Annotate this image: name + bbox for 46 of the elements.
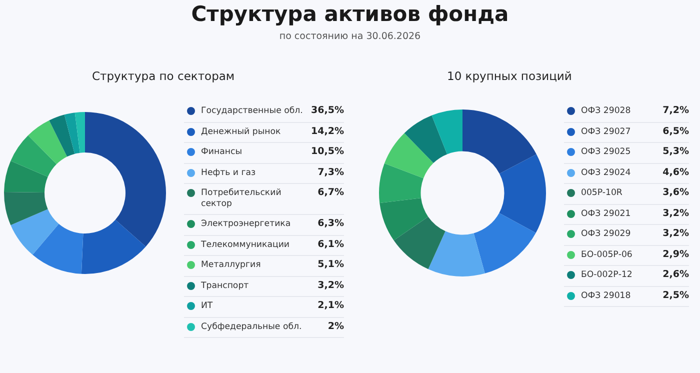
data-label: 3,2% bbox=[316, 280, 344, 291]
data-label: 2,6% bbox=[662, 269, 689, 280]
legend-label: Нефть и газ bbox=[201, 168, 257, 178]
legend-label: ОФЗ 29027 bbox=[581, 126, 632, 137]
chart-title: Структура по секторам bbox=[92, 69, 235, 83]
data-label: 7,2% bbox=[662, 105, 689, 116]
legend-label: ОФЗ 29021 bbox=[581, 208, 632, 219]
legend-label: Государственные обл. bbox=[201, 106, 304, 116]
legend-label: Финансы bbox=[201, 147, 243, 158]
legend-label: Электроэнергетика bbox=[201, 219, 292, 230]
data-label: 6,7% bbox=[316, 187, 344, 198]
data-label: 5,3% bbox=[662, 146, 689, 158]
chart-title: 10 крупных позиций bbox=[447, 69, 572, 83]
data-label: 6,3% bbox=[316, 218, 344, 230]
data-label: 2,9% bbox=[662, 248, 689, 260]
data-label: 10,5% bbox=[310, 146, 344, 158]
legend-label: 005P-10R bbox=[581, 188, 624, 198]
text: Структура активов фонда bbox=[190, 2, 510, 26]
legend-label: ОФЗ 29018 bbox=[581, 290, 632, 301]
legend-label: Телекоммуникации bbox=[201, 240, 290, 250]
legend-label: Денежный рынок bbox=[201, 126, 282, 137]
legend-label: ИТ bbox=[201, 301, 214, 312]
data-label: 7,3% bbox=[316, 166, 344, 178]
data-label: 3,6% bbox=[662, 187, 689, 198]
legend-label: Субфедеральные обл. bbox=[201, 322, 303, 332]
data-label: 3,2% bbox=[662, 208, 689, 219]
legend-label: Металлургия bbox=[201, 260, 262, 270]
data-label: 2% bbox=[326, 320, 344, 332]
legend-label: БО-005Р-06 bbox=[581, 250, 634, 260]
legend-label: ОФЗ 29024 bbox=[581, 168, 632, 178]
data-label: 6,1% bbox=[316, 238, 344, 250]
data-label: 2,1% bbox=[316, 300, 344, 312]
legend-label: ОФЗ 29025 bbox=[581, 147, 632, 158]
data-label: 36,5% bbox=[310, 105, 344, 116]
legend-label: ОФЗ 29029 bbox=[581, 229, 632, 240]
legend-label: ОФЗ 29028 bbox=[581, 106, 632, 116]
legend-label: Потребительский сектор bbox=[201, 188, 282, 209]
text: по состоянию на 30.06.2026 bbox=[278, 31, 422, 42]
data-label: 5,1% bbox=[316, 259, 344, 270]
data-label: 2,5% bbox=[662, 290, 689, 301]
data-label: 4,6% bbox=[662, 166, 689, 178]
data-label: 14,2% bbox=[310, 126, 344, 137]
data-label: 6,5% bbox=[662, 126, 689, 137]
data-label: 3,2% bbox=[662, 228, 689, 240]
legend-label: БО-002Р-12 bbox=[581, 270, 634, 280]
legend-label: Транспорт bbox=[201, 280, 250, 291]
